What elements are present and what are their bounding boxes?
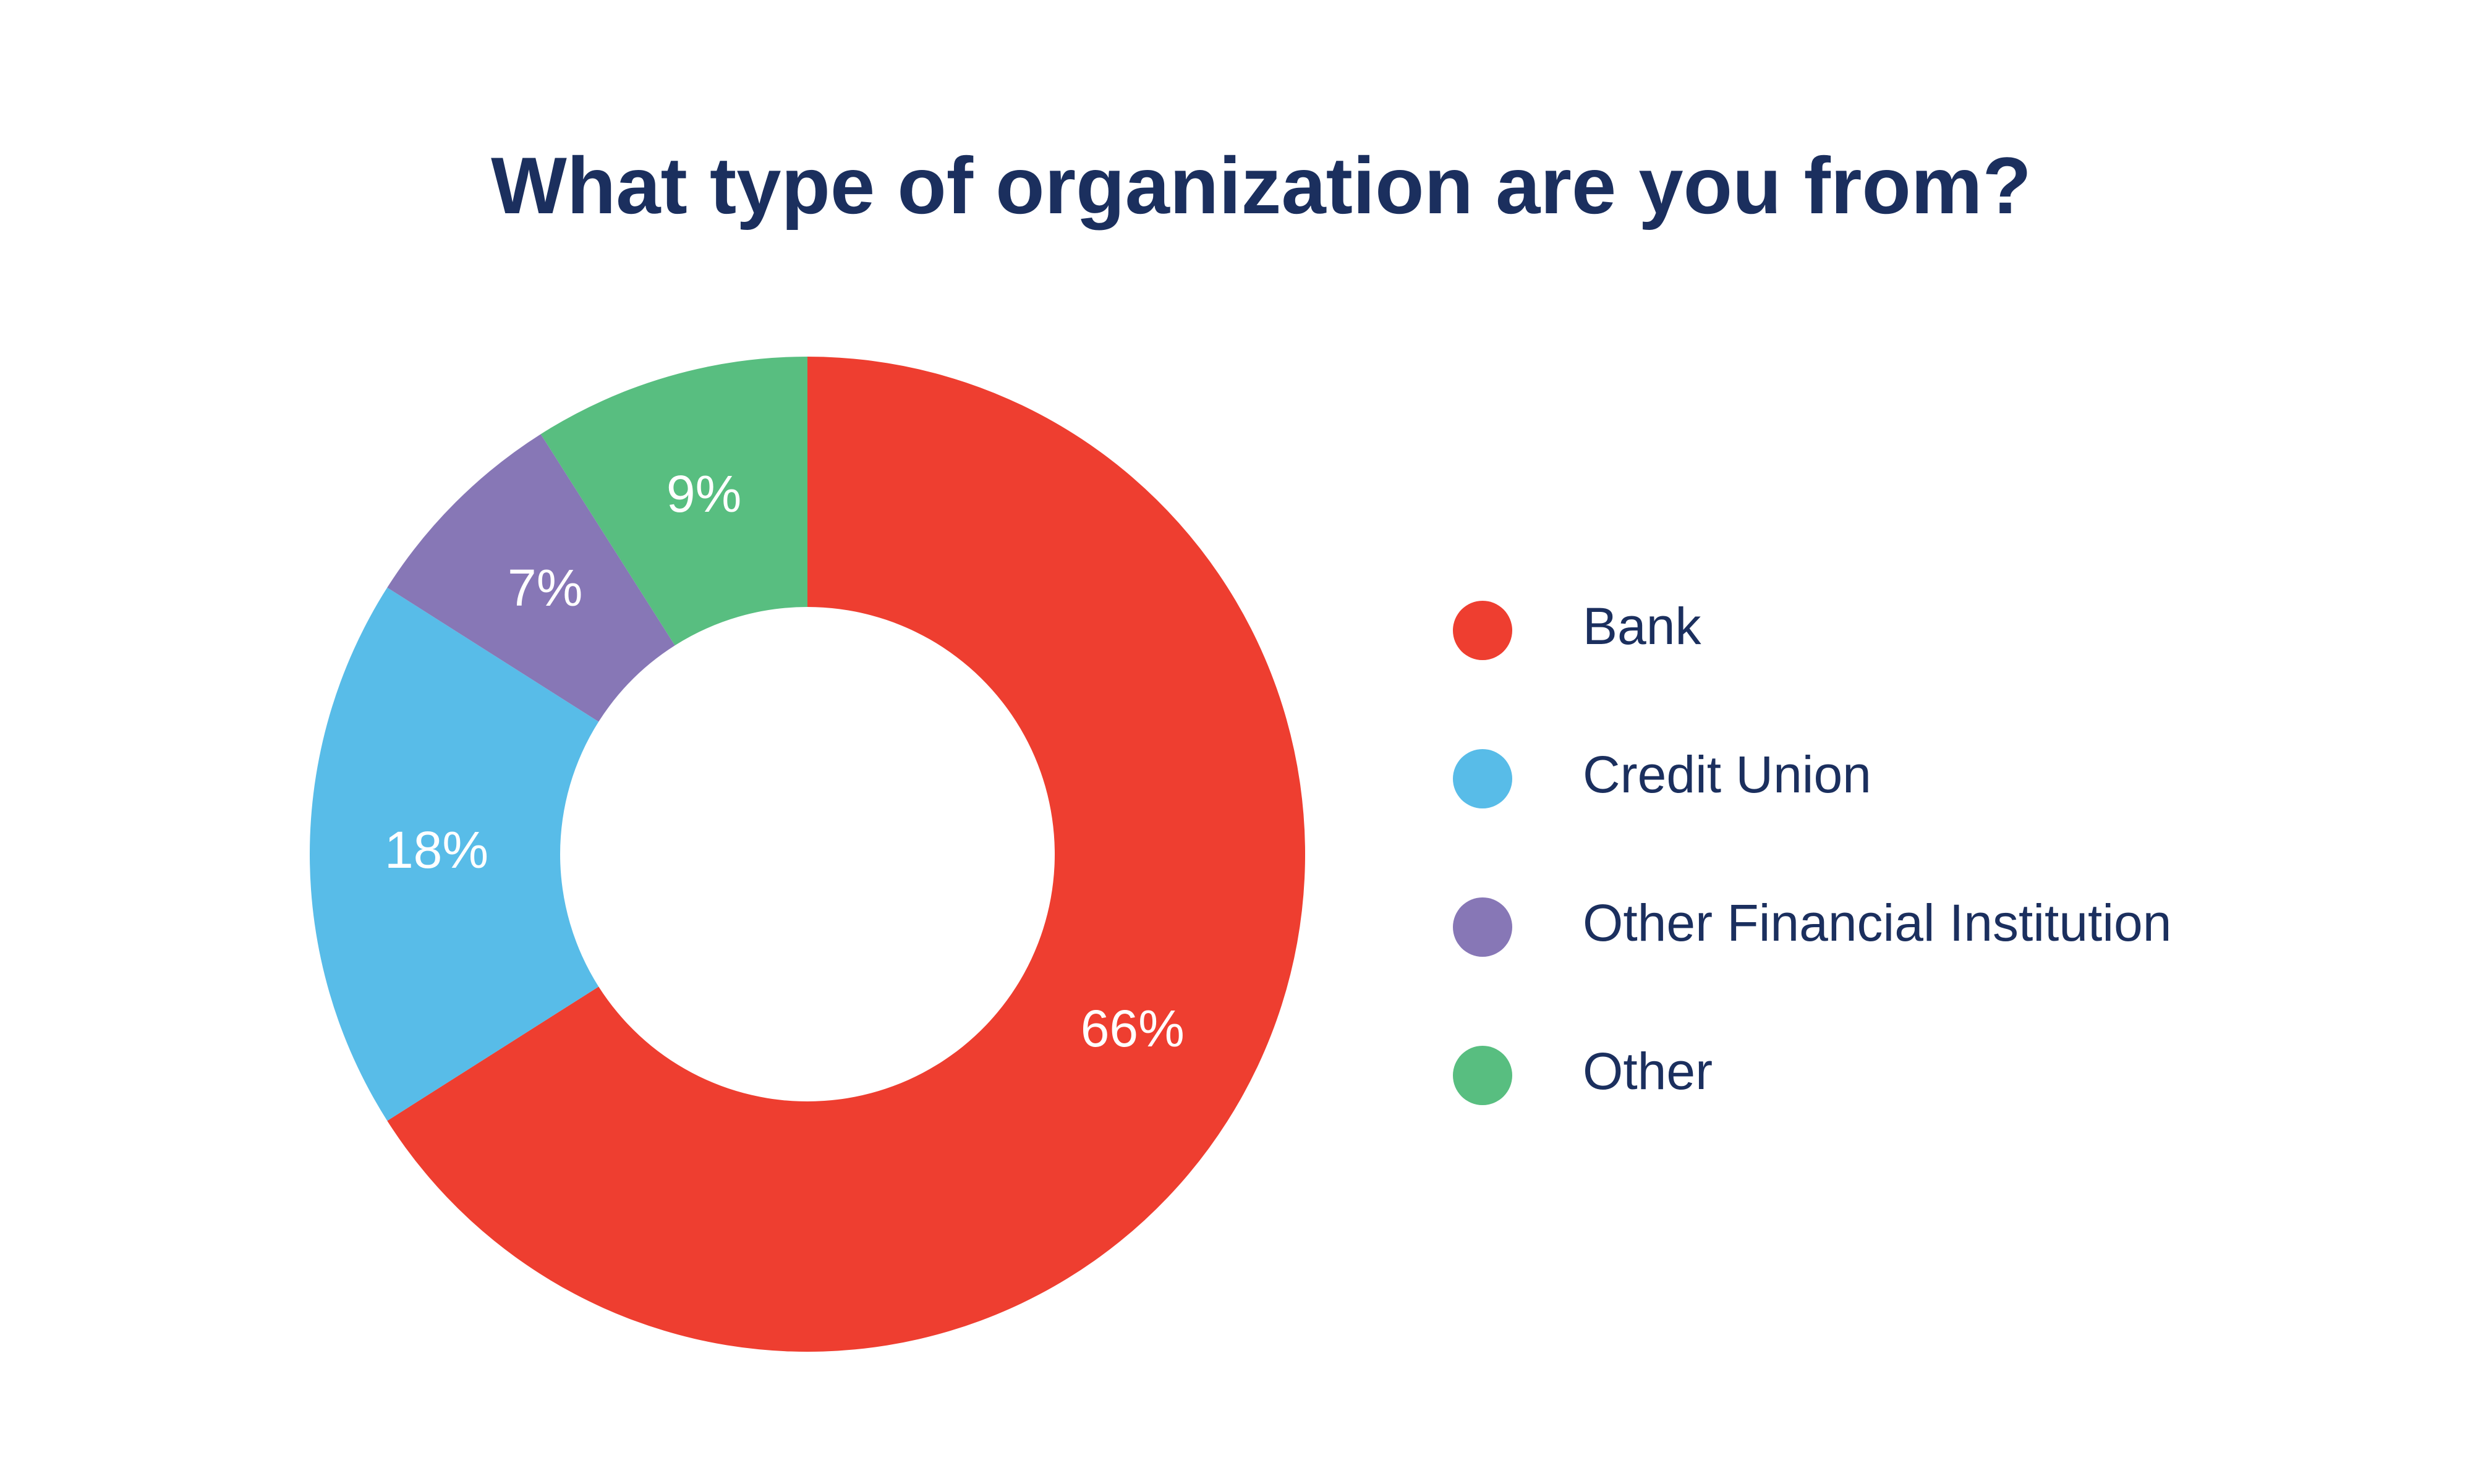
legend-swatch-other-financial-institution: [1453, 897, 1512, 957]
slices-group: [310, 357, 1305, 1352]
slice-label-other: 9%: [666, 465, 741, 523]
slice-other-financial-institution: [387, 434, 675, 722]
slice-label-credit-union: 18%: [385, 821, 488, 879]
legend-swatch-credit-union: [1453, 749, 1512, 808]
legend-item-other-financial-institution: Other Financial Institution: [1453, 894, 2171, 957]
legend-swatch-bank: [1453, 601, 1512, 660]
legend-label-other: Other: [1583, 1042, 1713, 1100]
slice-labels-group: 66% 18% 7% 9%: [385, 465, 1185, 1058]
slice-other: [540, 357, 807, 646]
slice-credit-union: [310, 587, 599, 1121]
slice-bank: [387, 357, 1305, 1352]
legend-item-bank: Bank: [1453, 597, 1701, 660]
legend-item-credit-union: Credit Union: [1453, 745, 1871, 808]
chart-title: What type of organization are you from?: [491, 140, 2032, 231]
legend-label-credit-union: Credit Union: [1583, 745, 1871, 803]
legend-label-other-financial-institution: Other Financial Institution: [1583, 894, 2171, 952]
legend-swatch-other: [1453, 1046, 1512, 1105]
legend-item-other: Other: [1453, 1042, 1713, 1105]
legend-label-bank: Bank: [1583, 597, 1701, 655]
slice-label-other-financial-institution: 7%: [508, 559, 582, 617]
slice-label-bank: 66%: [1081, 999, 1185, 1058]
legend: Bank Credit Union Other Financial Institut…: [1453, 597, 2171, 1105]
